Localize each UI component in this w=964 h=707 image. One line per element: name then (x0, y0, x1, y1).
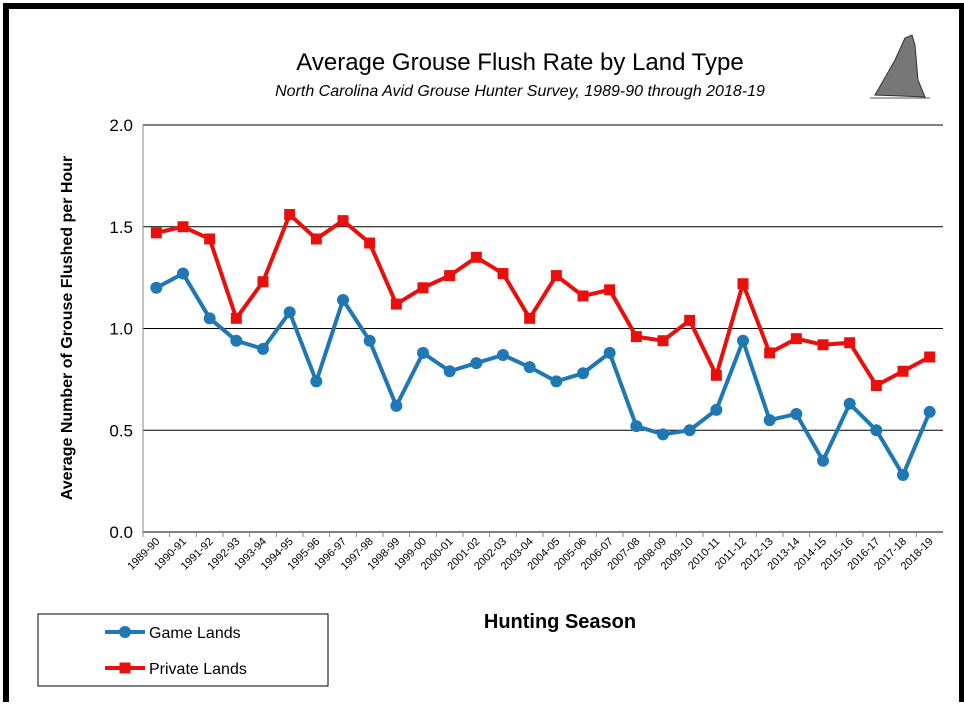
marker (577, 367, 589, 380)
marker (150, 227, 162, 239)
marker (923, 405, 936, 418)
marker (230, 334, 243, 347)
marker (843, 397, 856, 410)
marker (737, 334, 749, 347)
y-axis-label: Average Number of Grouse Flushed per Hou… (59, 156, 76, 500)
marker (604, 284, 616, 296)
marker (230, 312, 242, 324)
marker (470, 251, 482, 263)
marker (390, 399, 403, 412)
marker (763, 414, 776, 427)
marker (444, 270, 456, 282)
marker (817, 454, 829, 467)
marker (257, 342, 269, 355)
marker (310, 375, 323, 388)
marker (657, 428, 669, 441)
marker (524, 312, 536, 324)
marker (364, 237, 376, 249)
marker (630, 420, 643, 433)
marker (684, 314, 696, 326)
y-tick-label: 0.5 (109, 421, 133, 440)
marker (870, 424, 883, 437)
marker (764, 347, 776, 359)
marker (497, 348, 509, 361)
marker (283, 306, 296, 319)
marker (844, 337, 856, 349)
legend-marker (119, 626, 131, 638)
chart-title: Average Grouse Flush Rate by Land Type (296, 49, 743, 76)
marker (897, 365, 909, 377)
legend-marker (119, 662, 131, 674)
y-tick-label: 1.5 (109, 218, 133, 237)
marker (550, 270, 562, 282)
marker (897, 469, 909, 482)
marker (310, 233, 322, 245)
marker (710, 403, 723, 416)
marker (443, 365, 456, 378)
marker (177, 267, 189, 280)
marker (790, 333, 802, 345)
series-line (155, 211, 931, 389)
marker (683, 424, 696, 437)
marker (870, 379, 882, 391)
x-axis-label: Hunting Season (484, 611, 636, 633)
marker (417, 346, 429, 359)
marker (337, 215, 349, 227)
marker (523, 361, 536, 374)
y-tick-label: 0.0 (109, 523, 133, 542)
marker (924, 351, 936, 363)
marker (390, 298, 402, 310)
marker (417, 282, 429, 294)
marker (257, 276, 269, 288)
grouse-icon (870, 34, 930, 99)
marker (630, 331, 642, 343)
marker (177, 221, 189, 233)
chart-subtitle: North Carolina Avid Grouse Hunter Survey… (275, 83, 765, 100)
marker (203, 312, 216, 325)
marker (363, 334, 376, 347)
marker (470, 357, 483, 370)
series-line (155, 270, 932, 480)
marker (577, 290, 589, 302)
y-tick-label: 1.0 (109, 320, 133, 339)
marker (497, 268, 509, 280)
legend-box (37, 613, 329, 687)
marker (284, 209, 296, 221)
legend-label: Private Lands (149, 661, 247, 678)
frame (3, 3, 964, 707)
marker (204, 233, 216, 245)
marker (603, 346, 616, 359)
y-tick-label: 2.0 (109, 116, 133, 135)
marker (737, 278, 749, 290)
marker (150, 281, 163, 294)
legend-label: Game Lands (149, 625, 241, 642)
marker (817, 339, 829, 351)
marker (337, 294, 349, 307)
marker (790, 407, 803, 420)
marker (657, 335, 669, 347)
marker (710, 369, 722, 381)
marker (550, 375, 563, 388)
